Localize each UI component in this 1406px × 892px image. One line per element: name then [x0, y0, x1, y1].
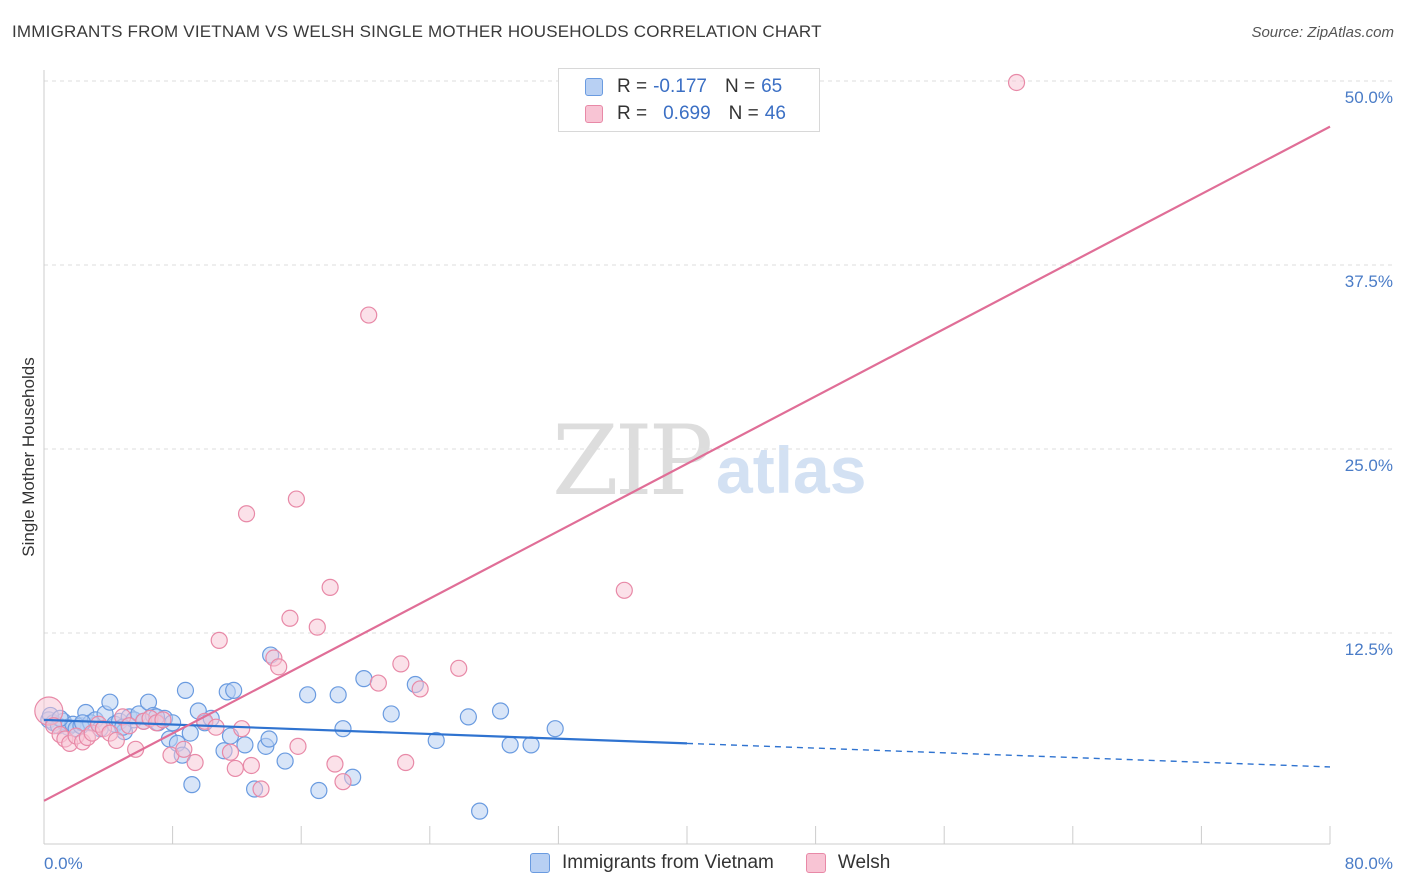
legend-r-label: R =: [617, 103, 648, 124]
welsh-point: [233, 720, 251, 738]
vietnam-point: [310, 781, 328, 800]
vietnam-point: [334, 720, 352, 738]
legend-swatch-welsh: [585, 105, 603, 123]
legend-swatch-vietnam: [585, 78, 603, 96]
vietnam-point: [522, 736, 540, 754]
y-tick-label: 37.5%: [1345, 272, 1393, 291]
welsh-point: [210, 631, 228, 649]
welsh-point: [308, 618, 326, 636]
bottom-legend-vietnam: Immigrants from Vietnam: [530, 852, 774, 874]
trend-lines: [43, 125, 1331, 802]
vietnam-point: [382, 705, 400, 723]
vietnam-point: [225, 681, 243, 700]
welsh-point: [107, 731, 125, 750]
legend-r-value: 0.699: [663, 103, 711, 124]
welsh-point: [334, 773, 352, 791]
bottom-legend-welsh: Welsh: [805, 852, 891, 874]
welsh-point: [221, 743, 240, 761]
welsh-point: [242, 756, 260, 775]
welsh-point: [1007, 73, 1026, 92]
vietnam-point: [299, 686, 317, 704]
vietnam-point: [355, 670, 373, 688]
welsh-point: [120, 717, 138, 735]
vietnam-point: [491, 702, 510, 720]
vietnam-point: [427, 731, 445, 750]
source-label: Source: ZipAtlas.com: [1251, 24, 1394, 41]
vietnam-trend-extension: [686, 742, 1331, 768]
welsh-point: [397, 753, 415, 772]
bottom-legend: Immigrants from Vietnam Welsh: [530, 852, 922, 874]
vietnam-point: [276, 752, 294, 770]
bottom-legend-label-welsh: Welsh: [837, 852, 891, 873]
legend-n-value: 46: [764, 103, 786, 124]
y-tick-label: 50.0%: [1345, 88, 1393, 107]
bottom-legend-label-vietnam: Immigrants from Vietnam: [562, 852, 774, 873]
legend-n-label: N =: [724, 76, 756, 97]
legend: R = -0.177 N = 65 R = 0.699 N = 46: [558, 68, 820, 132]
tick-labels: 12.5% 25.0% 37.5% 50.0% 0.0% 80.0%: [44, 88, 1393, 873]
welsh-point: [175, 740, 193, 758]
x-tick-label: 0.0%: [44, 854, 83, 873]
vietnam-point: [501, 736, 519, 754]
welsh-point: [270, 658, 288, 676]
vietnam-point: [176, 681, 195, 700]
vietnam-point: [183, 776, 201, 794]
welsh-point: [226, 759, 244, 778]
welsh-point: [615, 581, 633, 599]
welsh-point: [392, 655, 410, 673]
vietnam-point: [546, 720, 564, 738]
x-tick-label: 80.0%: [1345, 854, 1393, 873]
legend-n-value: 65: [761, 76, 783, 97]
welsh-point: [450, 659, 468, 677]
legend-r-label: R =: [617, 76, 648, 97]
bottom-legend-swatch-vietnam: [530, 853, 550, 873]
welsh-point: [411, 680, 429, 698]
welsh-point: [360, 306, 378, 324]
welsh-point: [287, 490, 305, 508]
watermark-atlas: atlas: [716, 433, 867, 507]
grid-lines: [44, 80, 1392, 634]
welsh-point: [369, 674, 387, 692]
vietnam-point: [236, 736, 254, 754]
y-tick-label: 12.5%: [1345, 640, 1393, 659]
bottom-legend-swatch-welsh: [805, 853, 826, 873]
welsh-point: [252, 780, 270, 798]
watermark-zip: ZIP: [552, 405, 713, 517]
y-tick-label: 25.0%: [1345, 456, 1393, 475]
welsh-point: [237, 505, 256, 523]
vietnam-point: [101, 693, 119, 711]
vietnam-trend-line: [43, 718, 688, 745]
welsh-trend-line: [43, 125, 1331, 802]
y-axis-label: Single Mother Households: [19, 357, 38, 556]
chart-title: IMMIGRANTS FROM VIETNAM VS WELSH SINGLE …: [12, 22, 822, 41]
vietnam-point: [459, 708, 477, 726]
legend-row-welsh: R = 0.699 N = 46: [585, 102, 786, 126]
vietnam-point: [329, 686, 347, 704]
legend-row-vietnam: R = -0.177 N = 65: [585, 75, 782, 99]
welsh-point: [321, 578, 339, 596]
legend-r-value: -0.177: [653, 76, 707, 97]
vietnam-point: [260, 730, 278, 748]
vietnam-point: [471, 802, 489, 820]
welsh-point: [326, 755, 344, 773]
legend-n-label: N =: [728, 103, 759, 124]
welsh-point: [281, 609, 299, 627]
welsh-point: [289, 737, 307, 755]
welsh-point: [186, 753, 204, 772]
